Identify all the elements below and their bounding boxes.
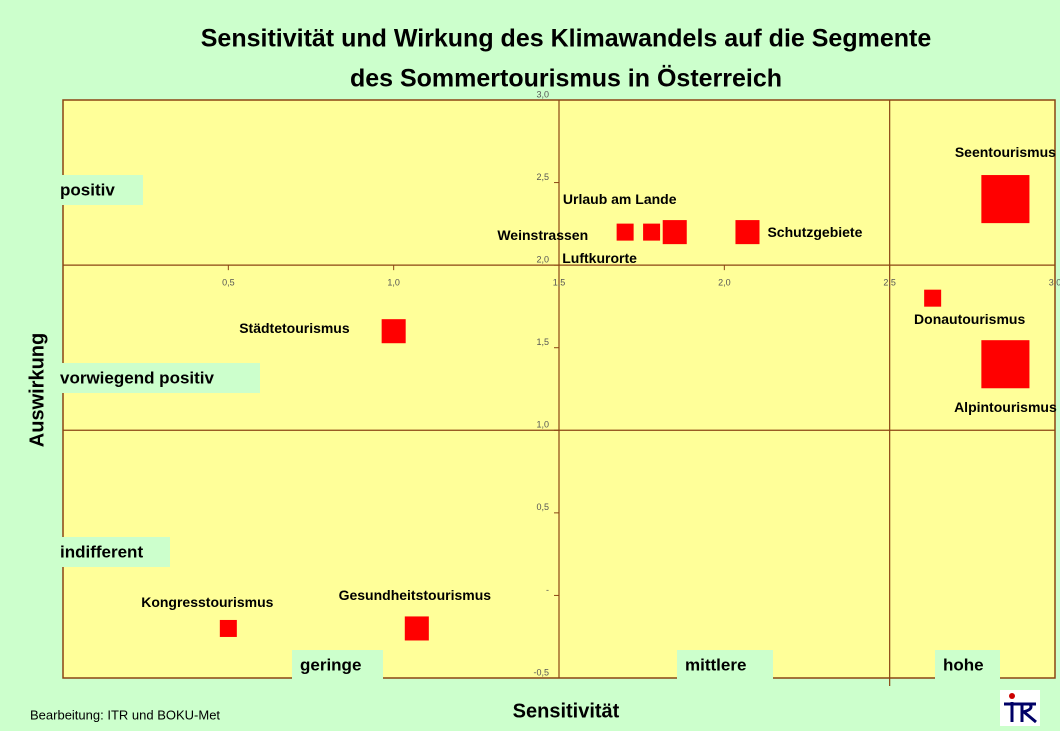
y-tick-label: 1,0 (536, 420, 549, 430)
band-box (292, 650, 383, 680)
x-tick-label: 2,0 (718, 278, 731, 288)
x-band-label: hohe (943, 655, 984, 674)
point-label: Alpintourismus (954, 399, 1057, 415)
point-label: Kongresstourismus (141, 594, 273, 610)
x-axis-label: Sensitivität (513, 700, 620, 722)
x-tick-label: 0,5 (222, 278, 235, 288)
point-label: Donautourismus (914, 311, 1025, 327)
point-label: Weinstrassen (497, 227, 588, 243)
y-tick-label: 2,5 (536, 172, 549, 182)
y-band-label: vorwiegend positiv (60, 368, 215, 387)
marker (981, 340, 1030, 389)
point-label: Seentourismus (955, 144, 1056, 160)
marker (219, 619, 237, 637)
band-box (55, 363, 260, 393)
point-label: Schutzgebiete (767, 224, 862, 240)
marker (981, 175, 1030, 224)
y-tick-label: 2,0 (536, 255, 549, 265)
band-box (55, 537, 170, 567)
x-tick-label: 2,5 (883, 278, 896, 288)
footer: Bearbeitung: ITR und BOKU-Met (30, 707, 220, 722)
marker (616, 223, 634, 241)
point-label: Städtetourismus (239, 320, 350, 336)
x-tick-label: 1,5 (553, 278, 566, 288)
point-label: Luftkurorte (562, 250, 637, 266)
marker (735, 220, 760, 245)
y-band-label: indifferent (60, 542, 143, 561)
y-band-label: positiv (60, 180, 115, 199)
y-tick-label: -0,5 (533, 667, 549, 677)
marker (643, 223, 661, 241)
x-band-label: mittlere (685, 655, 746, 674)
y-axis-label: Auswirkung (26, 333, 48, 447)
x-tick-label: 1,0 (387, 278, 400, 288)
point-label: Gesundheitstourismus (339, 587, 492, 603)
y-tick-label: 1,5 (536, 337, 549, 347)
point-label: Urlaub am Lande (563, 191, 677, 207)
chart-title: Sensitivität und Wirkung des Klimawandel… (201, 25, 932, 53)
marker (404, 616, 429, 641)
x-tick-label: 3,0 (1049, 278, 1060, 288)
y-tick-label: 3,0 (536, 89, 549, 99)
y-tick-label: 0,5 (536, 502, 549, 512)
band-box (935, 650, 1000, 680)
x-band-label: geringe (300, 655, 361, 674)
y-tick-label: - (546, 585, 549, 595)
marker (924, 289, 942, 307)
logo (1000, 690, 1040, 726)
band-box (55, 175, 143, 205)
marker (662, 220, 687, 245)
band-box (677, 650, 773, 680)
chart-title: des Sommertourismus in Österreich (350, 64, 782, 93)
marker (381, 319, 406, 344)
